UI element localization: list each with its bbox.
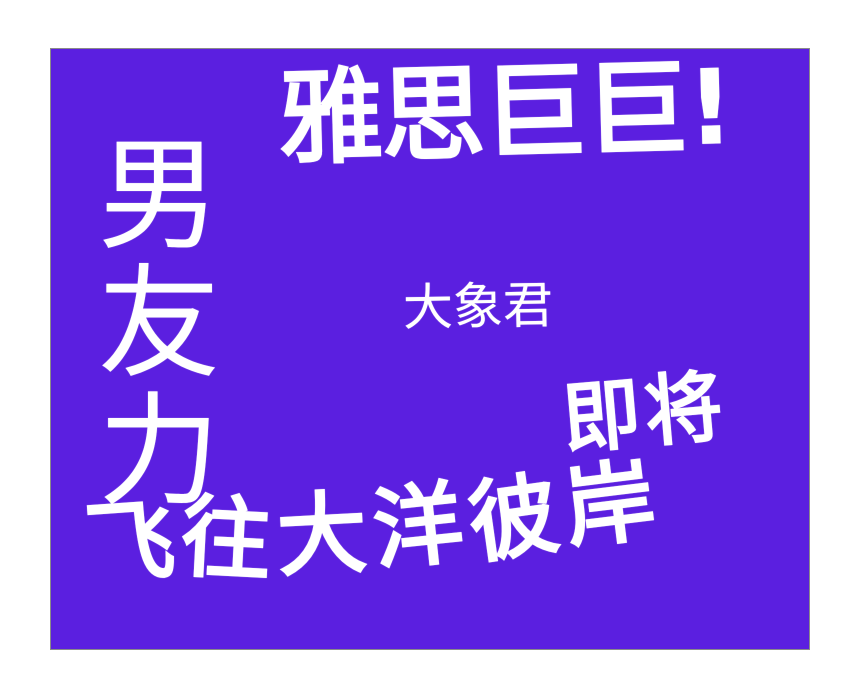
soon-text: 即将 (559, 361, 731, 466)
tagline-text: 飞 往 大 洋 彼 岸 (81, 448, 661, 599)
vertical-char: 力 (98, 381, 220, 523)
tagline-char: 飞 (81, 487, 179, 600)
vertical-char: 男 (98, 125, 220, 267)
tagline-char: 大 (274, 480, 370, 591)
tagline-char: 洋 (367, 470, 469, 585)
tagline-char: 往 (178, 484, 274, 595)
poster-canvas: 雅思巨巨! 男 友 力 大象君 即将 飞 往 大 洋 彼 岸 (50, 48, 810, 650)
name-text: 大象君 (402, 276, 554, 337)
headline-text: 雅思巨巨! (277, 48, 734, 180)
tagline-char: 岸 (558, 447, 662, 564)
vertical-char: 友 (98, 253, 220, 395)
vertical-text-stack: 男 友 力 (89, 135, 229, 519)
tagline-char: 彼 (462, 461, 566, 578)
